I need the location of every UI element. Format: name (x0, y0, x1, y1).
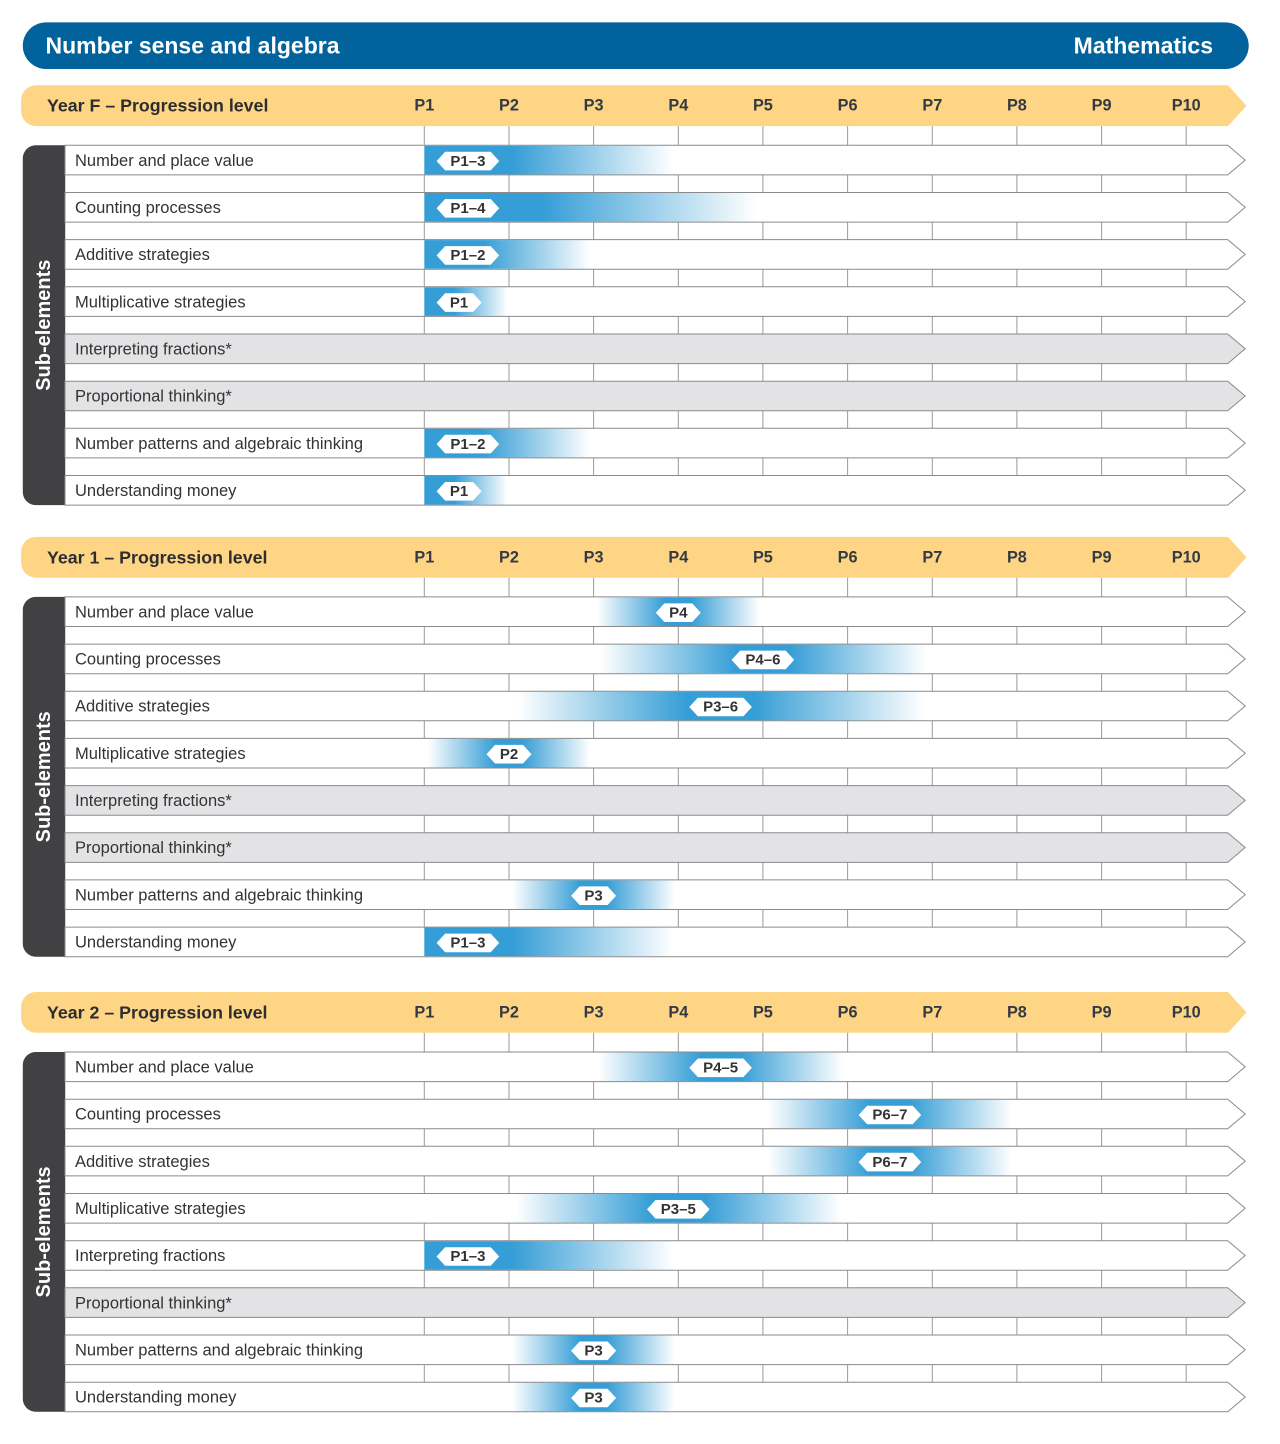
svg-text:Proportional thinking*: Proportional thinking* (75, 388, 232, 406)
svg-text:Year 2 – Progression level: Year 2 – Progression level (47, 1002, 267, 1022)
svg-text:P4: P4 (668, 1003, 688, 1021)
svg-text:Multiplicative strategies: Multiplicative strategies (75, 1200, 246, 1218)
svg-text:Number patterns and algebraic: Number patterns and algebraic thinking (75, 435, 363, 453)
svg-text:P5: P5 (753, 548, 773, 566)
svg-text:Number and place value: Number and place value (75, 152, 254, 170)
svg-text:Understanding money: Understanding money (75, 482, 237, 500)
svg-text:P1: P1 (414, 97, 434, 115)
svg-text:P10: P10 (1172, 1003, 1201, 1021)
svg-text:Counting processes: Counting processes (75, 199, 221, 217)
svg-text:P1–3: P1–3 (450, 935, 485, 952)
svg-text:P1–2: P1–2 (450, 247, 485, 264)
svg-text:Number patterns and algebraic: Number patterns and algebraic thinking (75, 886, 363, 904)
svg-text:P8: P8 (1007, 548, 1027, 566)
svg-text:P3: P3 (584, 97, 604, 115)
svg-text:P10: P10 (1172, 97, 1201, 115)
svg-text:Understanding money: Understanding money (75, 934, 237, 952)
svg-text:P4: P4 (669, 604, 688, 621)
svg-text:P3: P3 (584, 1003, 604, 1021)
svg-text:Mathematics: Mathematics (1074, 33, 1213, 59)
svg-text:P8: P8 (1007, 1003, 1027, 1021)
svg-text:Number and place value: Number and place value (75, 603, 254, 621)
svg-text:P6–7: P6–7 (872, 1107, 907, 1124)
svg-text:P5: P5 (753, 1003, 773, 1021)
svg-text:P7: P7 (922, 1003, 942, 1021)
svg-text:P2: P2 (500, 746, 518, 763)
svg-text:P1–2: P1–2 (450, 436, 485, 453)
svg-text:P3–5: P3–5 (661, 1201, 696, 1218)
svg-text:P2: P2 (499, 97, 519, 115)
svg-text:P3–6: P3–6 (703, 699, 738, 716)
svg-text:Number patterns and algebraic: Number patterns and algebraic thinking (75, 1342, 363, 1360)
svg-text:P8: P8 (1007, 97, 1027, 115)
svg-text:Sub-elements: Sub-elements (33, 1166, 55, 1297)
svg-text:Number sense and algebra: Number sense and algebra (46, 33, 340, 59)
svg-text:Year 1 – Progression level: Year 1 – Progression level (47, 547, 267, 567)
svg-text:Year F – Progression level: Year F – Progression level (47, 96, 268, 116)
svg-text:P10: P10 (1172, 548, 1201, 566)
svg-text:Additive strategies: Additive strategies (75, 1153, 210, 1171)
svg-text:P6: P6 (838, 1003, 858, 1021)
svg-text:P1: P1 (450, 483, 468, 500)
svg-text:Interpreting fractions*: Interpreting fractions* (75, 341, 232, 359)
svg-text:P1–3: P1–3 (450, 153, 485, 170)
svg-text:Interpreting fractions: Interpreting fractions (75, 1247, 225, 1265)
svg-text:Additive strategies: Additive strategies (75, 246, 210, 264)
svg-text:Understanding money: Understanding money (75, 1389, 237, 1407)
svg-text:P1: P1 (450, 294, 468, 311)
svg-text:P1: P1 (414, 548, 434, 566)
svg-text:P9: P9 (1092, 97, 1112, 115)
svg-text:P6: P6 (838, 548, 858, 566)
svg-text:P2: P2 (499, 548, 519, 566)
svg-text:P2: P2 (499, 1003, 519, 1021)
svg-text:P9: P9 (1092, 548, 1112, 566)
svg-text:P4: P4 (668, 97, 688, 115)
svg-text:P6–7: P6–7 (872, 1154, 907, 1171)
svg-text:P6: P6 (838, 97, 858, 115)
svg-text:P4–5: P4–5 (703, 1060, 738, 1077)
svg-text:P1–3: P1–3 (450, 1248, 485, 1265)
svg-text:P7: P7 (922, 97, 942, 115)
svg-text:P7: P7 (922, 548, 942, 566)
svg-text:Sub-elements: Sub-elements (33, 711, 55, 842)
svg-text:P4–6: P4–6 (745, 652, 780, 669)
svg-text:P5: P5 (753, 97, 773, 115)
svg-text:P3: P3 (584, 548, 604, 566)
svg-text:Multiplicative strategies: Multiplicative strategies (75, 745, 246, 763)
svg-text:Counting processes: Counting processes (75, 651, 221, 669)
svg-text:Multiplicative strategies: Multiplicative strategies (75, 293, 246, 311)
svg-text:P4: P4 (668, 548, 688, 566)
svg-text:P1: P1 (414, 1003, 434, 1021)
svg-text:Counting processes: Counting processes (75, 1106, 221, 1124)
svg-text:Interpreting fractions*: Interpreting fractions* (75, 792, 232, 810)
svg-text:Additive strategies: Additive strategies (75, 698, 210, 716)
svg-text:P1–4: P1–4 (450, 200, 486, 217)
svg-text:Number and place value: Number and place value (75, 1059, 254, 1077)
svg-text:Proportional thinking*: Proportional thinking* (75, 839, 232, 857)
svg-text:Sub-elements: Sub-elements (33, 260, 55, 391)
svg-text:P3: P3 (584, 1343, 602, 1360)
svg-text:P9: P9 (1092, 1003, 1112, 1021)
svg-text:P3: P3 (584, 1390, 602, 1407)
svg-text:P3: P3 (584, 887, 602, 904)
svg-text:Proportional thinking*: Proportional thinking* (75, 1294, 232, 1312)
